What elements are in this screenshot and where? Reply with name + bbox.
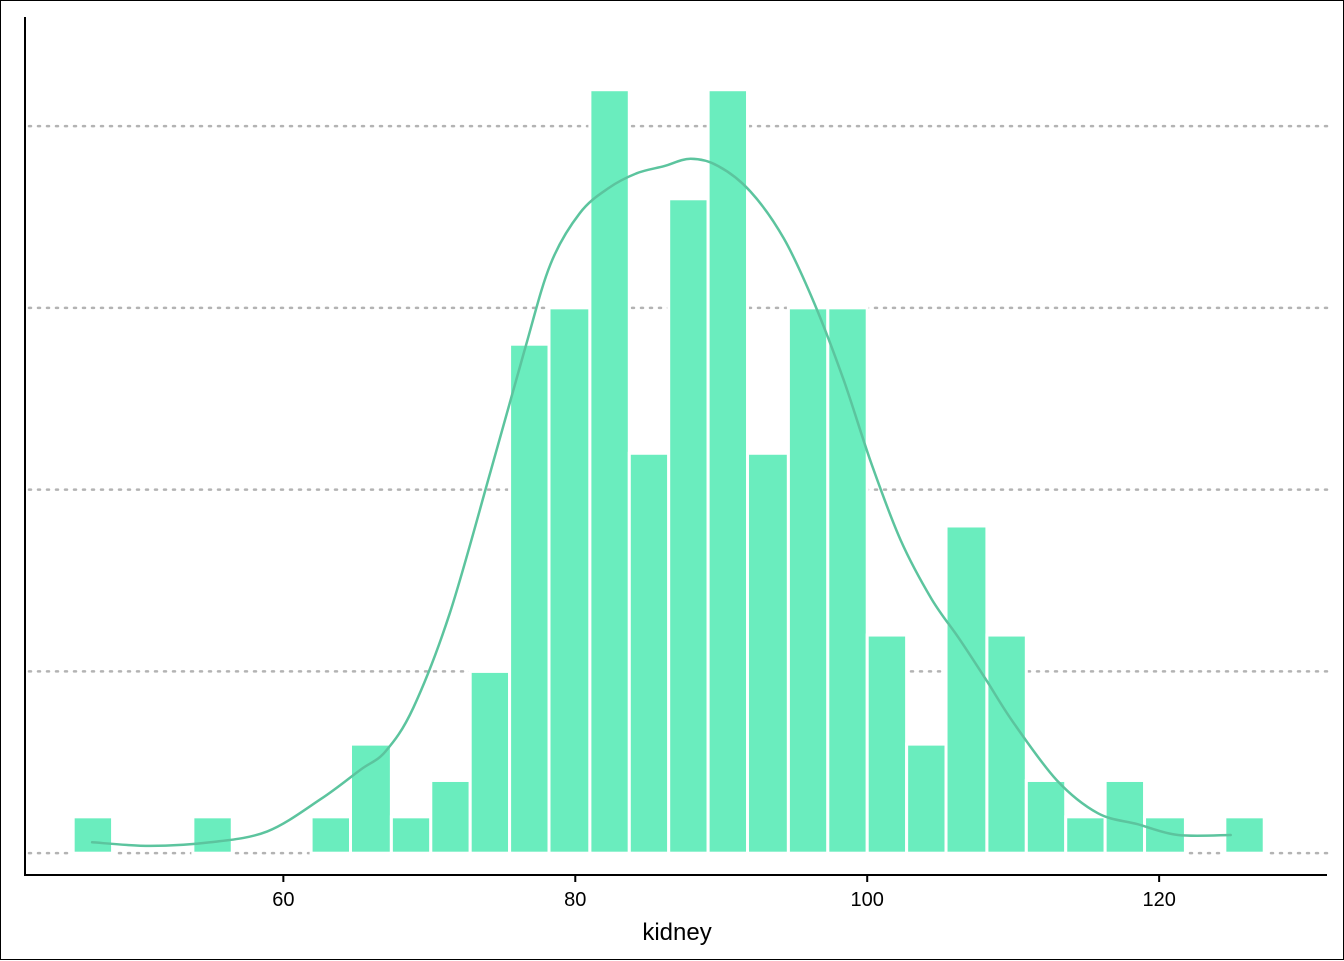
histogram-bar-21 <box>905 742 948 855</box>
histogram-bar-0 <box>71 815 115 855</box>
x-tick-label-3: 120 <box>1142 889 1175 911</box>
histogram-bar-13 <box>588 88 631 855</box>
x-axis-ticks: 60 80 100 120 <box>272 875 1176 911</box>
histogram-bar-3 <box>191 815 234 855</box>
histogram-bar-25 <box>1064 815 1107 855</box>
x-tick-label-0: 60 <box>272 889 294 911</box>
histogram-bar-11 <box>508 342 551 855</box>
histogram-bar-7 <box>349 742 393 855</box>
histogram-bar-24 <box>1024 778 1068 855</box>
histogram-bar-26 <box>1103 778 1147 855</box>
histogram-bar-15 <box>667 197 710 855</box>
density-curve-layer <box>90 157 1232 848</box>
density-curve <box>90 157 1232 848</box>
histogram-bar-9 <box>429 778 472 855</box>
histogram-bar-6 <box>309 815 353 855</box>
histogram-bars <box>71 88 1266 855</box>
histogram-bar-10 <box>468 669 512 855</box>
histogram-bar-23 <box>985 633 1028 855</box>
histogram-bar-18 <box>786 306 830 855</box>
histogram-bar-20 <box>865 633 909 855</box>
histogram-bar-29 <box>1223 815 1266 855</box>
histogram-bar-8 <box>389 815 433 855</box>
x-tick-label-2: 100 <box>851 889 884 911</box>
histogram-bar-19 <box>826 306 869 855</box>
x-tick-label-1: 80 <box>564 889 586 911</box>
histogram-bar-16 <box>706 88 750 855</box>
axes <box>24 17 1327 876</box>
histogram-bar-22 <box>944 524 989 855</box>
histogram-bar-12 <box>547 306 592 855</box>
histogram-bar-14 <box>627 451 671 855</box>
x-axis-title: kidney <box>642 919 711 946</box>
histogram-bar-17 <box>746 451 790 855</box>
